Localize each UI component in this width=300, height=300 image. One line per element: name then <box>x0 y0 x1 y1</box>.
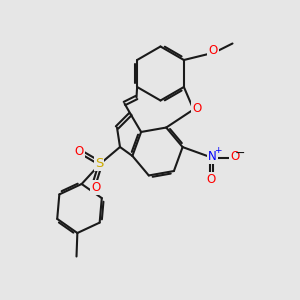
Text: −: − <box>235 146 245 160</box>
Text: N: N <box>208 150 217 163</box>
Text: O: O <box>92 181 100 194</box>
Text: O: O <box>74 145 83 158</box>
Text: O: O <box>208 44 217 58</box>
Text: O: O <box>230 150 239 164</box>
Text: O: O <box>206 173 215 186</box>
Text: S: S <box>95 157 103 170</box>
Text: O: O <box>193 101 202 115</box>
Text: +: + <box>214 146 221 155</box>
